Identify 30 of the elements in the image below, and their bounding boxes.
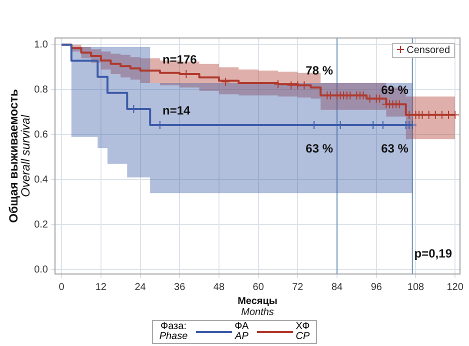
x-axis-title: Месяцы Months [238, 296, 278, 318]
y-tick-label: 1.0 [34, 39, 48, 50]
y-axis-title: Общая выживаемость Overall survival [6, 89, 32, 223]
legend-title: Фаза: Phase [159, 321, 188, 342]
y-tick-label: 0.0 [34, 264, 48, 276]
y-tick-label: 0.2 [34, 219, 48, 230]
x-tick-label: 48 [213, 282, 225, 293]
x-tick-label: 72 [292, 282, 304, 293]
x-tick-label: 24 [134, 282, 146, 293]
x-tick-label: 12 [95, 282, 107, 293]
legend-label: ХФ CP [296, 321, 310, 342]
annotation: 63 % [381, 141, 409, 156]
x-tick-label: 96 [370, 282, 382, 293]
x-tick-label: 0 [58, 282, 65, 293]
legend-label: ФА AP [234, 321, 249, 342]
y-tick-label: 0.8 [34, 84, 48, 96]
x-tick-label: 36 [174, 282, 186, 293]
x-tick-label: 120 [446, 282, 464, 293]
legend-label: Censored [406, 45, 450, 56]
annotation: 69 % [381, 83, 409, 98]
y-tick-label: 0.4 [34, 174, 48, 186]
x-tick-label: 84 [331, 282, 344, 293]
annotation: n=176 [162, 52, 198, 66]
x-tick-label: 108 [407, 282, 425, 293]
y-tick-label: 0.6 [34, 129, 48, 140]
annotation: 78 % [306, 64, 334, 78]
annotation: n=14 [162, 103, 191, 118]
x-tick-label: 60 [252, 282, 264, 293]
annotation: p=0,19 [414, 246, 452, 260]
annotation: 63 % [306, 141, 334, 156]
